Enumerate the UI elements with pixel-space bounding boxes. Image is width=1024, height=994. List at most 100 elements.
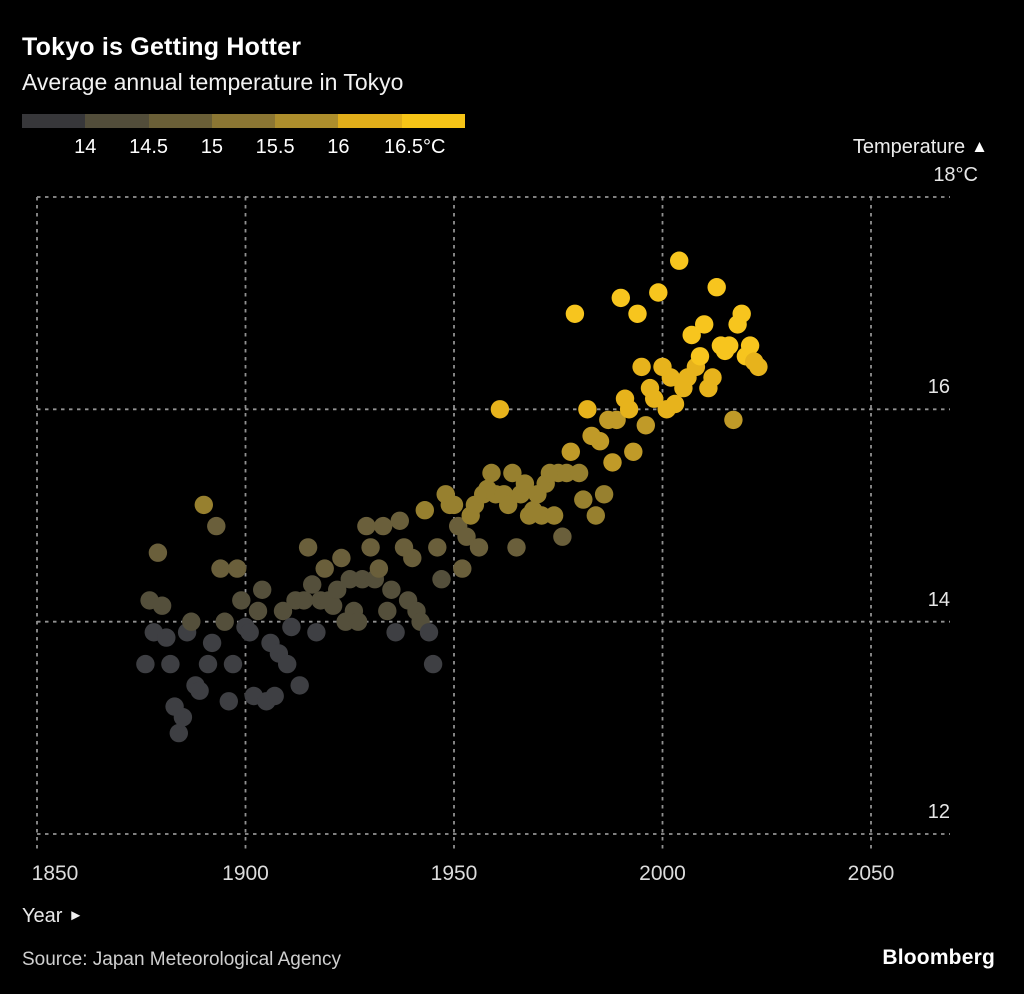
data-point: [590, 432, 610, 451]
data-point: [219, 692, 238, 711]
data-point: [586, 506, 605, 525]
data-point: [619, 400, 639, 419]
data-point: [682, 325, 701, 345]
data-point: [215, 612, 234, 631]
data-point: [232, 591, 251, 610]
legend-color-segment: [338, 114, 402, 128]
data-point: [578, 400, 597, 419]
data-point: [223, 654, 243, 674]
x-axis-tick-label: 2050: [847, 862, 895, 885]
data-point: [553, 527, 572, 546]
data-point: [202, 633, 222, 653]
data-point: [503, 463, 522, 483]
data-point: [303, 575, 322, 594]
data-point: [403, 548, 422, 568]
data-point: [724, 410, 743, 430]
color-scale-labels: 14 14.5 15 15.5 16 16.5°C: [0, 136, 1024, 162]
data-point: [565, 304, 585, 323]
legend-threshold-label: 15: [200, 136, 223, 158]
y-axis-tick-label: 18°C: [933, 164, 978, 186]
data-point: [670, 251, 689, 270]
data-point: [453, 559, 472, 578]
chart-title: Tokyo is Getting Hotter: [22, 33, 302, 61]
data-point: [740, 336, 760, 355]
data-point: [298, 538, 318, 557]
data-point: [182, 612, 201, 631]
x-axis-title: Year ►: [22, 905, 83, 928]
data-point: [469, 538, 489, 557]
data-point: [707, 278, 726, 297]
data-point: [507, 538, 526, 557]
legend-threshold-label: 15.5: [255, 136, 295, 158]
data-point: [332, 548, 351, 568]
data-point: [690, 347, 710, 366]
legend-threshold-label: 14: [74, 136, 97, 158]
data-point: [561, 442, 580, 461]
legend-color-segment: [85, 114, 149, 128]
legend-color-segment: [22, 114, 86, 128]
y-axis-tick-label: 14: [927, 588, 950, 611]
up-triangle-icon: ▲: [971, 137, 988, 156]
data-point: [240, 623, 259, 642]
data-point: [173, 708, 193, 727]
legend-color-segment: [275, 114, 339, 128]
data-point: [720, 336, 739, 355]
data-point: [603, 453, 622, 472]
data-point: [386, 623, 405, 642]
data-points: [136, 251, 768, 743]
data-point: [695, 315, 714, 334]
color-scale-legend: [22, 114, 465, 128]
data-point: [369, 559, 389, 578]
data-point: [419, 623, 439, 642]
legend-threshold-label: 14.5: [129, 136, 169, 158]
legend-color-segment: [148, 114, 212, 128]
legend-threshold-label: 16.5°C: [384, 136, 446, 158]
data-point: [169, 723, 188, 743]
data-point: [611, 288, 630, 308]
data-point: [490, 400, 510, 419]
bloomberg-logo: Bloomberg: [882, 946, 995, 969]
data-point: [624, 442, 643, 461]
legend-color-segment: [401, 114, 465, 128]
right-triangle-icon: ►: [68, 907, 84, 924]
legend-threshold-label: 16: [327, 136, 350, 158]
y-axis-title: Temperature ▲: [853, 136, 988, 159]
gridlines: [36, 196, 950, 851]
x-axis-tick-label: 2000: [639, 862, 686, 885]
data-point: [378, 601, 397, 621]
data-point: [348, 612, 368, 631]
data-point: [499, 495, 518, 515]
data-point: [645, 389, 664, 408]
data-point: [194, 495, 213, 515]
y-axis-title-text: Temperature: [852, 136, 966, 158]
data-point: [632, 357, 651, 377]
data-point: [457, 527, 476, 546]
data-point: [636, 416, 655, 435]
data-point: [515, 474, 535, 493]
data-point: [703, 368, 722, 387]
data-point: [628, 304, 647, 323]
data-point: [228, 559, 247, 578]
data-point: [211, 559, 230, 578]
data-point: [290, 676, 309, 695]
data-point: [361, 538, 380, 557]
data-point: [253, 580, 272, 599]
data-point: [649, 283, 668, 302]
source-attribution: Source: Japan Meteorological Agency: [22, 949, 341, 970]
data-point: [148, 543, 168, 562]
data-point: [207, 516, 226, 536]
chart-subtitle: Average annual temperature in Tokyo: [22, 69, 404, 95]
data-point: [390, 511, 409, 530]
data-point: [157, 628, 176, 647]
data-point: [328, 580, 347, 599]
data-point: [428, 538, 447, 557]
data-point: [307, 623, 326, 642]
x-axis-tick-label: 1850: [31, 862, 79, 885]
data-point: [136, 654, 155, 674]
data-point: [732, 304, 751, 323]
data-point: [482, 463, 501, 483]
data-point: [569, 463, 589, 483]
data-point: [152, 596, 172, 615]
